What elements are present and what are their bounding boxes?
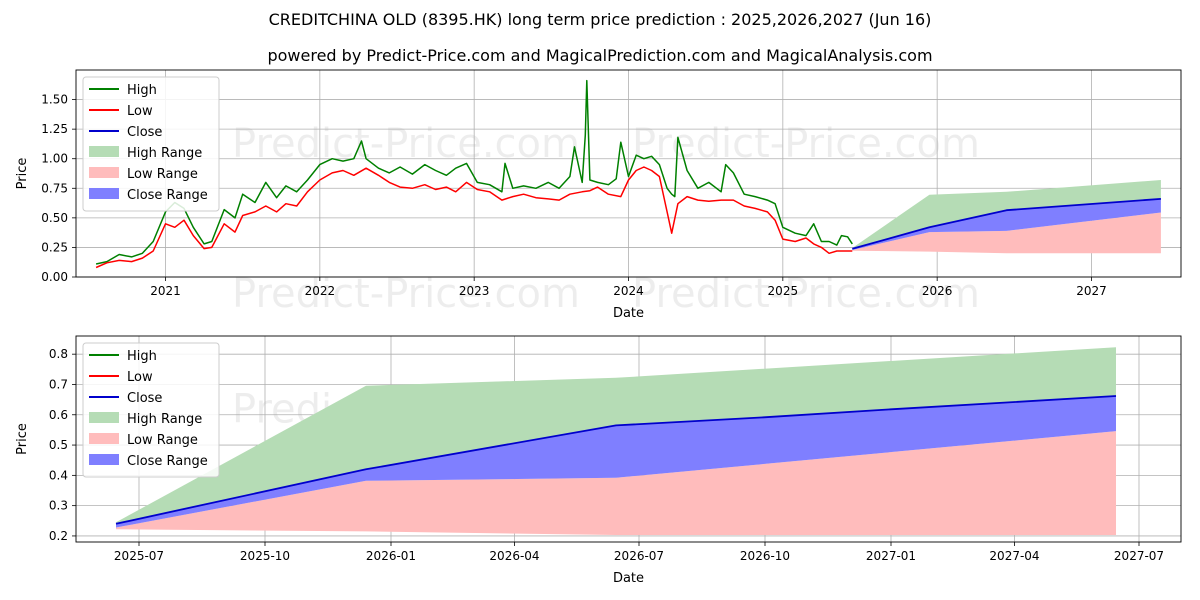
x-tick-label: 2027-04: [989, 549, 1039, 563]
x-axis-label: Date: [613, 571, 644, 586]
legend-entry: Low Range: [127, 167, 198, 182]
close-series-line: [852, 198, 1161, 250]
legend-entry: Close: [127, 391, 162, 406]
plot-frame: [75, 69, 1182, 278]
legend-entry: High Range: [127, 146, 202, 161]
x-tick-label: 2026-04: [489, 549, 539, 563]
y-tick-label: 1.00: [41, 152, 68, 166]
watermark: Predict-Price.com: [632, 271, 980, 317]
y-tick-label: 0.6: [49, 408, 68, 422]
x-tick-label: 2026-10: [740, 549, 790, 563]
high-range-band: [116, 347, 1116, 524]
x-tick-label: 2021: [150, 284, 181, 298]
watermark: Predict-Price.com: [232, 121, 580, 167]
plot-area: [95, 79, 1161, 269]
y-tick-label: 0.3: [49, 499, 68, 513]
low-series-line: [95, 166, 853, 269]
chart-title: CREDITCHINA OLD (8395.HK) long term pric…: [268, 10, 932, 29]
x-tick-label: 2027-07: [1114, 549, 1164, 563]
close-series-line: [115, 395, 1117, 525]
legend-swatch: [89, 433, 119, 444]
x-tick-label: 2023: [459, 284, 490, 298]
y-tick-label: 0.5: [49, 438, 68, 452]
legend-entry: Low Range: [127, 433, 198, 448]
x-tick-label: 2022: [305, 284, 336, 298]
legend-swatch: [89, 454, 119, 465]
y-tick-label: 0.8: [49, 347, 68, 361]
x-tick-label: 2025-07: [114, 549, 164, 563]
y-tick-label: 1.25: [41, 122, 68, 136]
legend-entry: Low: [127, 370, 153, 385]
y-tick-label: 0.75: [41, 181, 68, 195]
close-range-band: [852, 198, 1161, 250]
y-tick-label: 0.4: [49, 468, 68, 482]
watermark: Predict-Price.com: [632, 121, 980, 167]
legend: High Low Close High Range Low Range Close Ran…: [82, 342, 220, 478]
legend-swatch: [89, 412, 119, 423]
low-range-band: [852, 212, 1161, 254]
legend-entry: Close Range: [127, 188, 208, 203]
x-tick-label: 2025-10: [240, 549, 290, 563]
y-tick-label: 0.00: [41, 270, 68, 284]
legend-swatch: [89, 146, 119, 157]
close-range-band: [116, 396, 1116, 528]
x-tick-label: 2026: [922, 284, 953, 298]
x-tick-label: 2027: [1076, 284, 1107, 298]
plot-area: [115, 347, 1117, 535]
watermark: Predict-Price.com: [232, 271, 580, 317]
y-axis-label: Price: [15, 423, 30, 455]
high-range-band: [852, 180, 1161, 249]
x-tick-label: 2026-01: [366, 549, 416, 563]
x-axis-label: Date: [613, 306, 644, 321]
chart-2: Predict-Price.comPredict-Price.com2025-0…: [15, 335, 1182, 586]
chart-1: Predict-Price.com Predict-Price.com Predic…: [15, 69, 1182, 321]
legend-entry: Close Range: [127, 454, 208, 469]
x-tick-label: 2027-01: [866, 549, 916, 563]
y-tick-label: 1.50: [41, 93, 68, 107]
x-tick-label: 2026-07: [614, 549, 664, 563]
y-tick-label: 0.50: [41, 211, 68, 225]
chart-subtitle: powered by Predict-Price.com and Magical…: [267, 46, 933, 65]
legend-entry: High: [127, 83, 157, 98]
legend-entry: High Range: [127, 412, 202, 427]
x-tick-label: 2025: [768, 284, 799, 298]
x-tick-label: 2024: [613, 284, 644, 298]
legend-entry: Close: [127, 125, 162, 140]
legend: High Low Close High Range Low Range Close Ran…: [82, 76, 220, 212]
y-axis-label: Price: [15, 158, 30, 190]
legend-swatch: [89, 188, 119, 199]
legend-entry: High: [127, 349, 157, 364]
low-range-band: [116, 431, 1116, 535]
y-tick-label: 0.2: [49, 529, 68, 543]
y-tick-label: 0.7: [49, 377, 68, 391]
y-tick-label: 0.25: [41, 240, 68, 254]
plot-frame: [75, 335, 1182, 543]
high-series-line: [95, 79, 853, 265]
legend-entry: Low: [127, 104, 153, 119]
legend-swatch: [89, 167, 119, 178]
